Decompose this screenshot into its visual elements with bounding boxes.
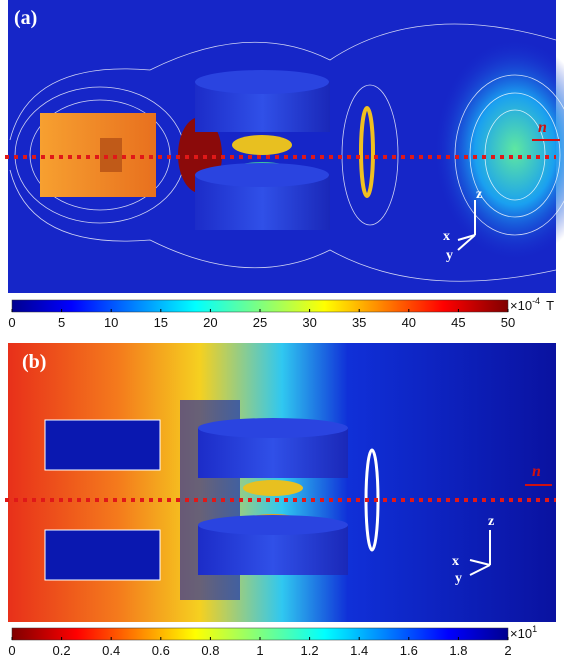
colorbar-tick-label: 15	[154, 315, 168, 330]
multiplier: ×10	[510, 298, 532, 313]
axis-label: z	[476, 187, 482, 202]
colorbar-tick-label: 20	[203, 315, 217, 330]
axis-label: y	[446, 248, 453, 263]
axis-label: y	[455, 571, 462, 586]
colorbar-tick-label: 0	[8, 315, 15, 330]
figure: (a)nxyz05101520253035404550×10-4T(b)nxyz…	[0, 0, 564, 668]
colorbar-tick-label: 45	[451, 315, 465, 330]
colorbar-tick-label: 25	[253, 315, 267, 330]
colorbar-tick-label: 2	[504, 643, 511, 658]
colorbar-tick-label: 10	[104, 315, 118, 330]
panel-a-image	[5, 0, 564, 293]
colorbar-tick-label: 50	[501, 315, 515, 330]
colorbar-tick-label: 1.6	[400, 643, 418, 658]
multiplier: ×10	[510, 626, 532, 641]
colorbar-tick-label: 30	[302, 315, 316, 330]
exponent: 1	[532, 624, 537, 634]
direction-label: n	[532, 463, 541, 480]
colorbar-tick-label: 0.6	[152, 643, 170, 658]
axis-label: z	[488, 514, 494, 529]
axis-label: x	[443, 229, 450, 244]
colorbar-tick-label: 0.2	[53, 643, 71, 658]
colorbar-multiplier: ×10-4 T	[510, 296, 554, 313]
colorbar-tick-label: 1.4	[350, 643, 368, 658]
panel-label: (b)	[22, 351, 46, 373]
direction-label: n	[538, 119, 547, 136]
colorbar-tick-label: 40	[402, 315, 416, 330]
colorbar-tick-label: 0.8	[201, 643, 219, 658]
panel-b-image	[5, 343, 556, 622]
colorbar-tick-label: 0.4	[102, 643, 120, 658]
colorbar-tick-label: 35	[352, 315, 366, 330]
colorbar-tick-label: 5	[58, 315, 65, 330]
axis-label: x	[452, 554, 459, 569]
exponent: -4	[532, 296, 540, 306]
colorbar-tick-label: 0	[8, 643, 15, 658]
colorbar-tick-label: 1.2	[301, 643, 319, 658]
colorbar-tick-label: 1	[256, 643, 263, 658]
unit: T	[546, 298, 554, 313]
panel-label: (a)	[14, 7, 37, 29]
colorbar-tick-label: 1.8	[449, 643, 467, 658]
colorbar-multiplier: ×101	[510, 624, 537, 641]
